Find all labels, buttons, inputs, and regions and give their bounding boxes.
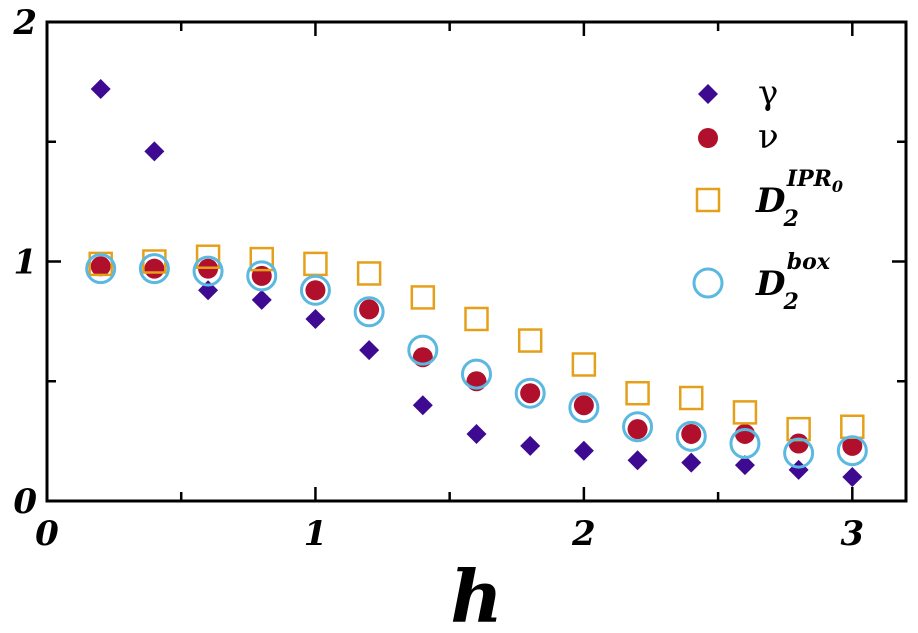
x-axis-label: h (450, 554, 502, 633)
data-point (681, 452, 702, 473)
data-point (729, 428, 761, 460)
data-point (627, 450, 648, 471)
data-point (517, 328, 543, 353)
data-point (464, 306, 489, 332)
y-tick-label: 0 (13, 482, 37, 522)
data-point (85, 253, 117, 285)
data-point (681, 423, 702, 444)
data-point (359, 299, 380, 320)
data-point (138, 253, 170, 285)
legend-marker (698, 128, 718, 148)
y-tick-label: 2 (12, 3, 37, 43)
data-point (356, 261, 382, 286)
data-point (514, 377, 546, 409)
data-point (836, 435, 868, 467)
data-point (88, 251, 113, 277)
data-point (246, 260, 278, 292)
legend-marker (692, 267, 724, 299)
x-tick-label: 1 (304, 514, 328, 554)
data-point (788, 459, 809, 480)
x-tick-label: 3 (840, 514, 864, 554)
data-point (90, 79, 111, 100)
data-point (359, 340, 380, 361)
data-marks (85, 79, 868, 488)
legend-entry-3: D2box (692, 249, 831, 315)
legend-entry-2: D2IPR0 (695, 166, 843, 232)
axes: 0 1 2 3 0 1 2 h (12, 3, 908, 633)
data-point (842, 467, 863, 488)
data-point (679, 385, 704, 411)
data-point (192, 255, 224, 287)
data-point (842, 435, 863, 456)
data-point (410, 285, 436, 310)
legend-label: ν (758, 117, 779, 157)
data-point (305, 280, 326, 301)
legend-marker (695, 187, 721, 213)
data-point (461, 358, 492, 390)
series-2 (88, 244, 865, 442)
data-point (571, 352, 597, 377)
data-point (407, 334, 439, 366)
data-point (627, 419, 648, 440)
data-point (249, 246, 274, 272)
data-point (734, 423, 755, 444)
data-point (568, 392, 600, 424)
y-tick-label: 1 (13, 243, 37, 283)
series-3 (85, 253, 868, 469)
data-point (195, 244, 221, 269)
data-point (466, 423, 487, 444)
data-point (90, 256, 111, 277)
legend-marker (698, 84, 718, 104)
data-point (622, 411, 654, 443)
data-point (840, 414, 865, 440)
legend-entry-1: ν (698, 117, 779, 157)
data-point (520, 383, 541, 404)
data-point (520, 435, 541, 456)
data-point (625, 380, 650, 406)
legend-entry-0: γ (698, 73, 778, 113)
data-point (783, 437, 815, 469)
data-point (573, 440, 594, 461)
legend-label: D2box (755, 249, 831, 315)
legend-label: D2IPR0 (755, 166, 843, 232)
data-point (573, 395, 594, 416)
x-tick-label: 2 (571, 514, 596, 554)
legend-label: γ (758, 73, 778, 113)
data-point (675, 420, 707, 452)
data-point (144, 141, 165, 162)
data-point (303, 251, 328, 277)
data-point (734, 455, 755, 476)
data-point (299, 274, 331, 306)
x-tick-label: 0 (35, 514, 59, 554)
data-point (788, 433, 809, 454)
data-point (353, 296, 385, 328)
data-point (412, 395, 433, 416)
data-point (732, 400, 758, 425)
data-point (305, 308, 326, 329)
data-point (144, 258, 165, 279)
legend: γν D2IPR0 D2box (692, 73, 843, 315)
data-point (251, 289, 272, 310)
